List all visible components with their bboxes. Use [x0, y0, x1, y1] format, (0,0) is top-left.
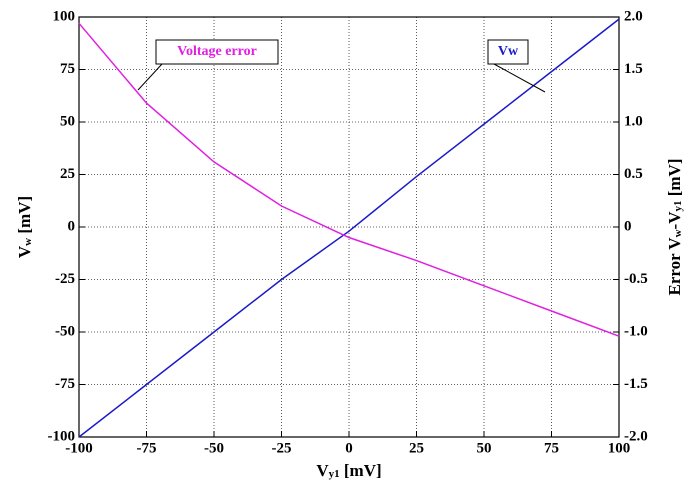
axis-title-part: [mV] [15, 196, 34, 238]
y2-tick-label: 0 [624, 218, 632, 234]
axis-title-part: V [15, 245, 34, 258]
axis-title-part: [mV] [665, 158, 684, 200]
y2-tick-label: 1.0 [624, 113, 643, 129]
axis-title-part: w [22, 238, 34, 246]
chart: -100-75-50-250255075100-100-75-50-250255… [0, 0, 690, 494]
annotation-label: Vw [498, 44, 519, 59]
y2-tick-label: -0.5 [624, 271, 648, 287]
y2-axis-title: Error Vw-Vy1 [mV] [665, 158, 684, 295]
y-tick-label: 25 [60, 166, 75, 182]
y-tick-label: -100 [48, 428, 76, 444]
axis-title-part: -V [665, 211, 684, 230]
x-tick-label: -25 [272, 440, 292, 456]
y-tick-label: -75 [55, 376, 75, 392]
axis-title-part: V [316, 461, 329, 480]
x-tick-label: -75 [137, 440, 157, 456]
x-tick-label: 0 [345, 440, 353, 456]
x-tick-label: 50 [477, 440, 492, 456]
annotation-label: Voltage error [177, 44, 257, 59]
x-tick-label: -50 [204, 440, 224, 456]
axis-title-part: Error V [665, 237, 684, 296]
y2-tick-label: 0.5 [624, 166, 643, 182]
y-tick-label: 0 [68, 218, 76, 234]
x-tick-label: 25 [409, 440, 424, 456]
y-tick-label: 75 [60, 61, 75, 77]
axis-title-part: y1 [329, 468, 340, 480]
y-tick-label: -50 [55, 323, 75, 339]
y-tick-label: 50 [60, 113, 75, 129]
y2-tick-label: 1.5 [624, 61, 643, 77]
y-axis-title: Vw [mV] [15, 196, 34, 258]
y2-tick-label: 2.0 [624, 8, 643, 24]
x-axis-title: Vy1 [mV] [316, 461, 381, 480]
axis-title-part: w [672, 229, 684, 237]
y-tick-label: -25 [55, 271, 75, 287]
y2-tick-label: -1.0 [624, 323, 648, 339]
y2-tick-label: -2.0 [624, 428, 648, 444]
x-tick-label: 75 [544, 440, 559, 456]
y-tick-label: 100 [53, 8, 76, 24]
axis-title-part: y1 [672, 201, 684, 212]
y2-tick-label: -1.5 [624, 376, 648, 392]
axis-title-part: [mV] [340, 461, 382, 480]
